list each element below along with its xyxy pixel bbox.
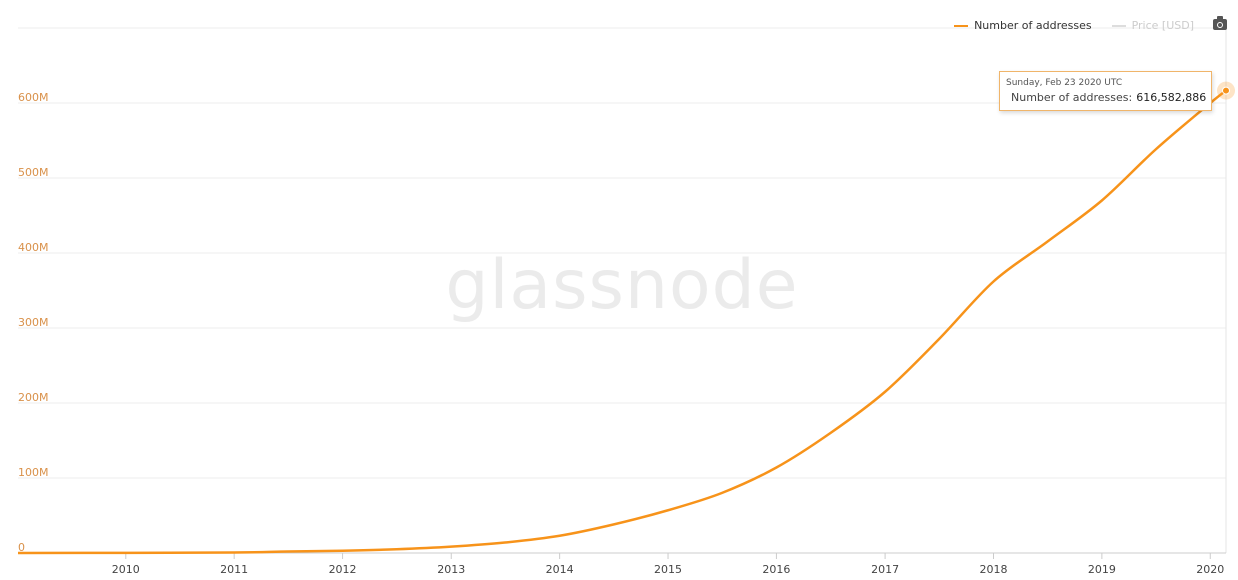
- legend-label: Number of addresses: [974, 19, 1092, 32]
- x-tick-label: 2011: [220, 563, 248, 576]
- y-axis: 0 100M 200M 300M 400M 500M 600M: [18, 91, 49, 554]
- camera-icon[interactable]: [1213, 16, 1227, 30]
- y-tick-label: 200M: [18, 391, 49, 404]
- x-tick-label: 2019: [1088, 563, 1116, 576]
- hover-marker-point: [1222, 86, 1230, 95]
- legend: Number of addresses Price [USD]: [954, 19, 1194, 32]
- x-tick-label: 2010: [112, 563, 140, 576]
- watermark: glassnode: [445, 246, 798, 325]
- y-tick-label: 0: [18, 541, 25, 554]
- legend-swatch-addresses: [954, 24, 969, 27]
- legend-swatch-price: [1111, 24, 1126, 27]
- y-tick-label: 100M: [18, 466, 49, 479]
- legend-label: Price [USD]: [1131, 19, 1194, 32]
- series-layer: [17, 89, 1227, 555]
- series-line-number-of-addresses: [17, 89, 1227, 555]
- x-tick-label: 2020: [1196, 563, 1224, 576]
- y-tick-label: 300M: [18, 316, 49, 329]
- legend-item-price-usd[interactable]: Price [USD]: [1111, 19, 1194, 32]
- tooltip-row: Number of addresses: 616,582,886: [1006, 91, 1207, 105]
- legend-item-number-of-addresses[interactable]: Number of addresses: [954, 19, 1092, 32]
- hover-marker: [1217, 81, 1235, 100]
- x-tick-label: 2017: [871, 563, 899, 576]
- tooltip-value: 616,582,886: [1136, 91, 1207, 104]
- x-tick-label: 2014: [546, 563, 574, 576]
- y-tick-label: 400M: [18, 241, 49, 254]
- x-tick-label: 2013: [437, 563, 465, 576]
- x-tick-label: 2016: [762, 563, 790, 576]
- x-tick-label: 2012: [329, 563, 357, 576]
- y-tick-label: 500M: [18, 166, 49, 179]
- tooltip-label: Number of addresses:: [1011, 91, 1133, 104]
- x-tick-label: 2015: [654, 563, 682, 576]
- tooltip: Sunday, Feb 23 2020 UTC Number of addres…: [999, 71, 1212, 111]
- y-tick-label: 600M: [18, 91, 49, 104]
- tooltip-date: Sunday, Feb 23 2020 UTC: [1006, 78, 1123, 88]
- x-tick-label: 2018: [979, 563, 1007, 576]
- x-axis: 2010 2011 2012 2013 2014 2015 2016 2017 2018 2019…: [18, 552, 1226, 576]
